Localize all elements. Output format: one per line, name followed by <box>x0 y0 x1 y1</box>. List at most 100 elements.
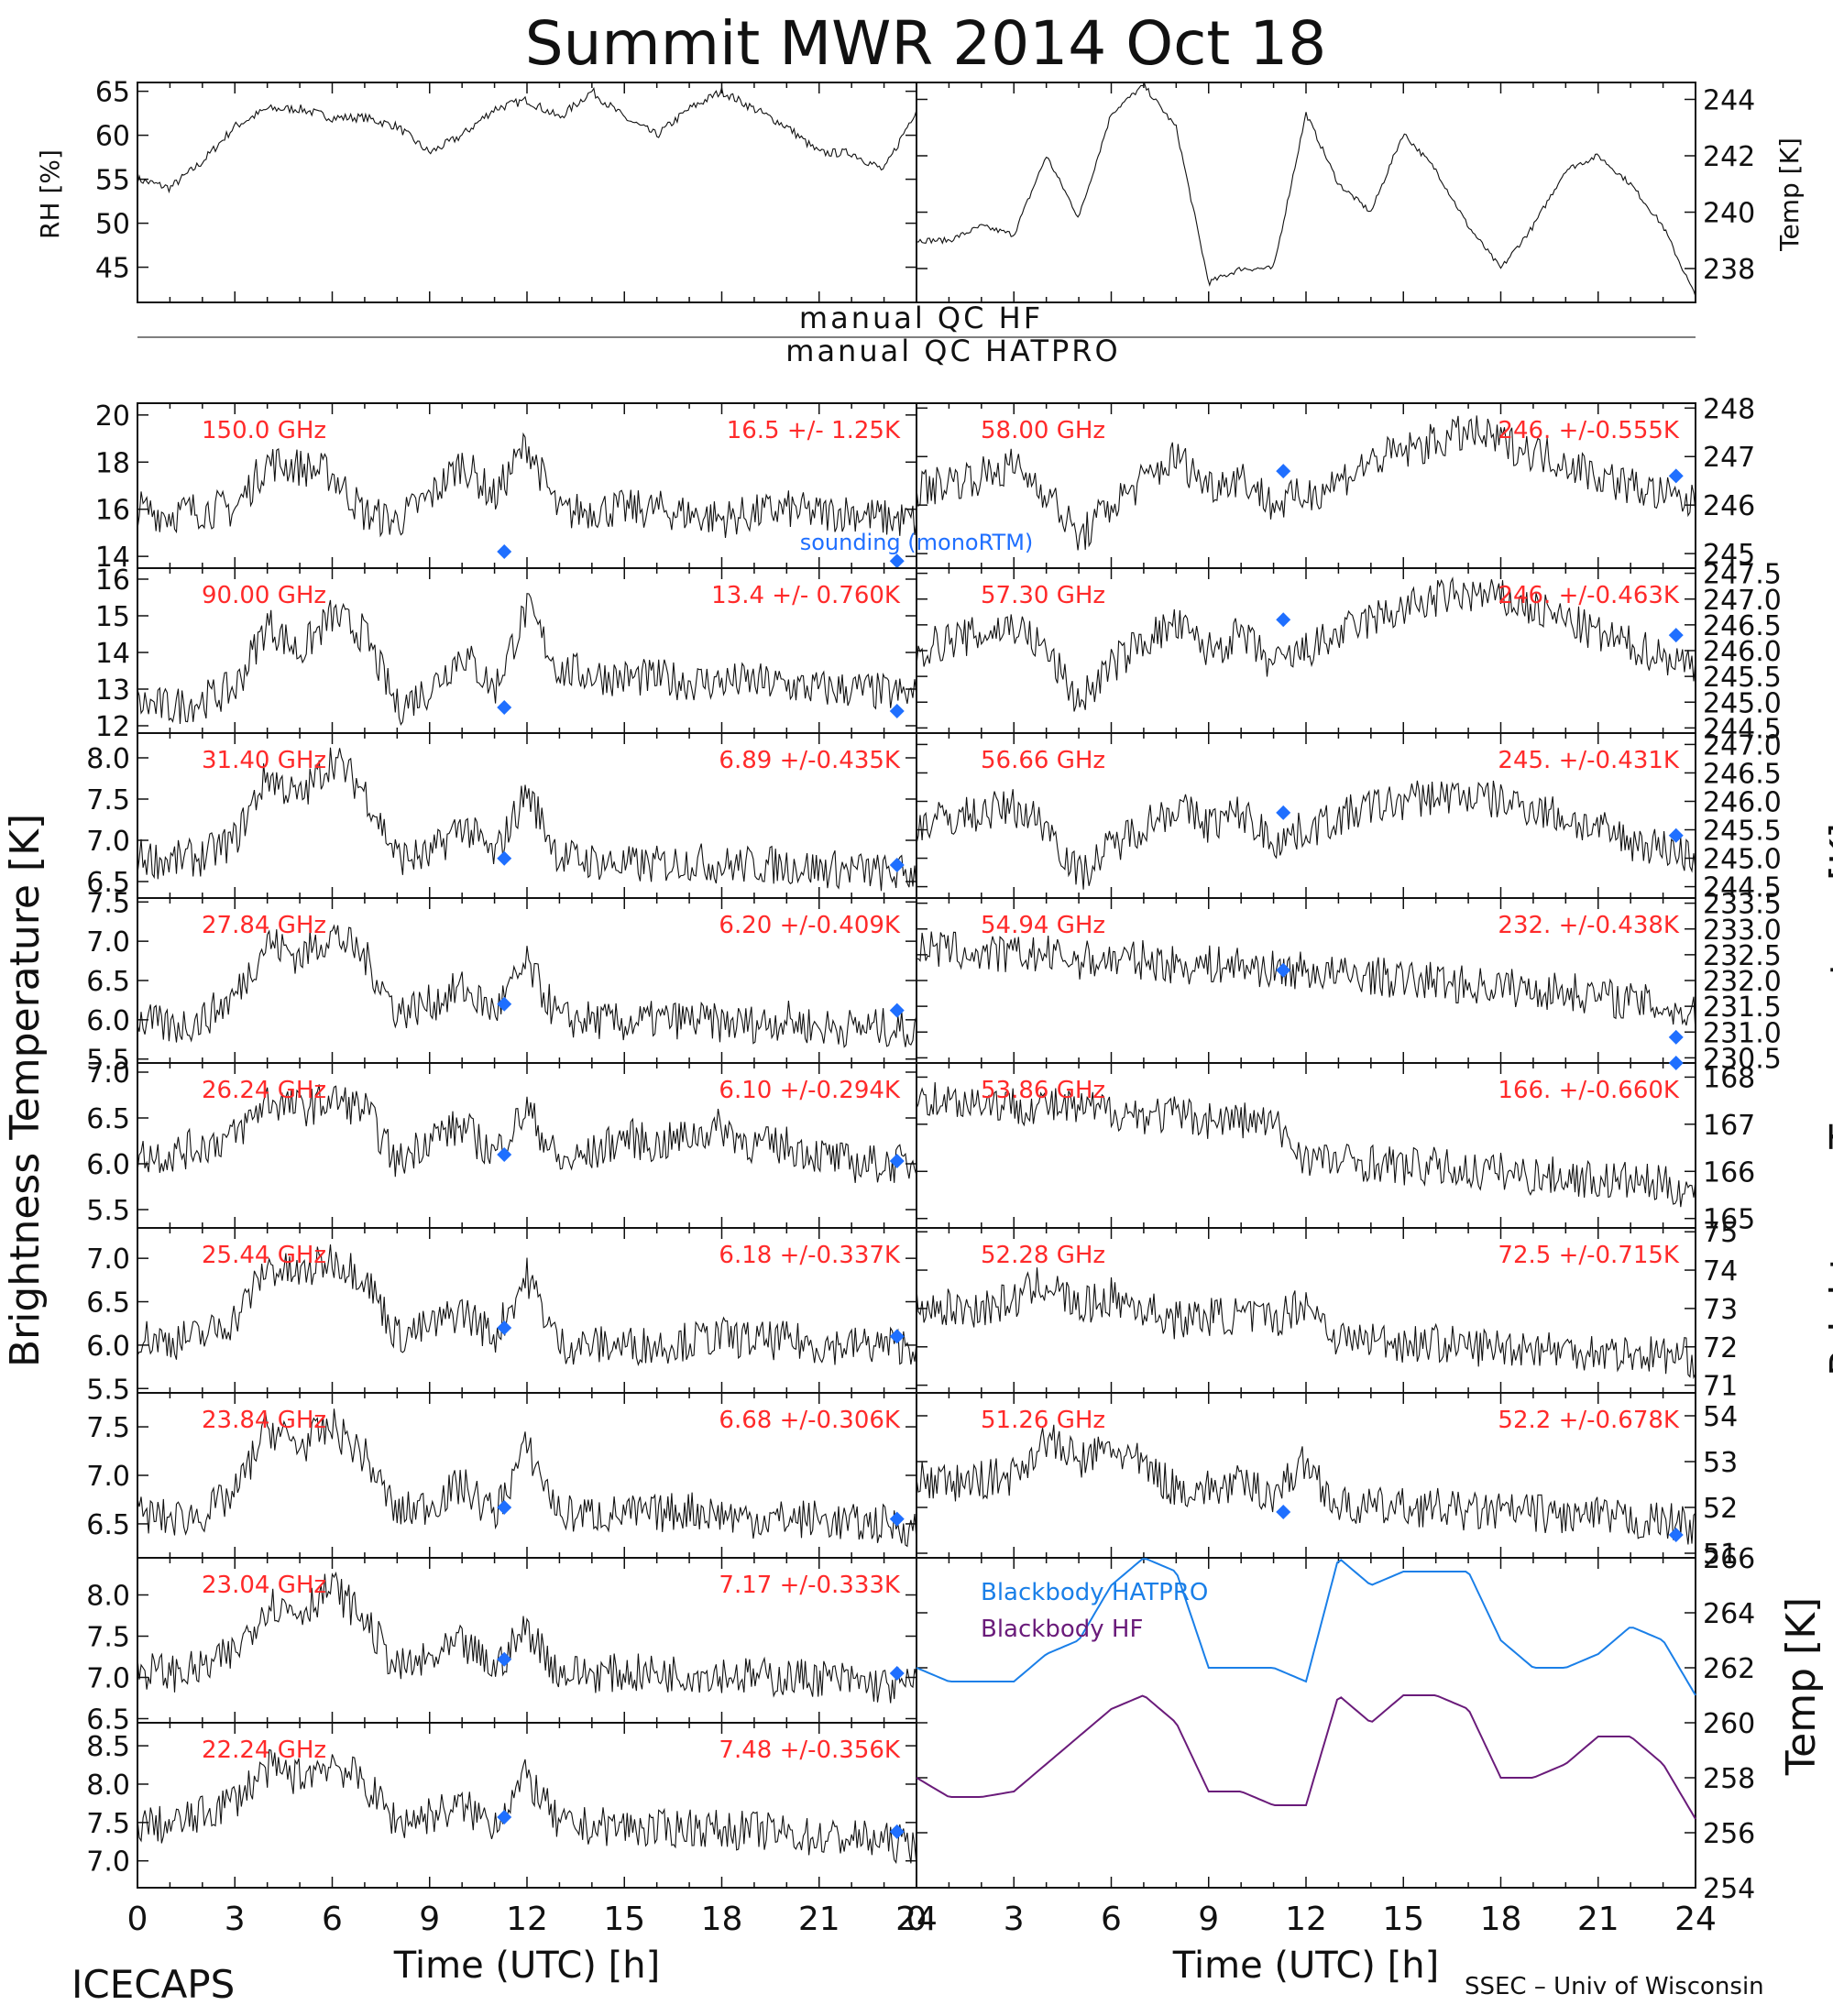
series-line-hatpro <box>916 1558 1696 1696</box>
x-tick-label: 0 <box>906 1901 927 1938</box>
y-tick-label: 233.5 <box>1703 889 1782 921</box>
y-tick-label: 248 <box>1703 393 1755 425</box>
sounding-marker <box>1276 962 1291 978</box>
data-trace <box>137 1571 917 1704</box>
y-tick-label: 165 <box>1703 1204 1755 1236</box>
sounding-marker <box>1668 1056 1684 1070</box>
sounding-marker <box>497 996 512 1012</box>
y-tick-label: 167 <box>1703 1110 1755 1142</box>
y-tick-label: 7.0 <box>86 926 130 959</box>
sounding-marker <box>889 704 905 718</box>
channel-label: 90.00 GHz <box>202 582 326 609</box>
y-tick-label: 231.5 <box>1703 992 1782 1024</box>
panel-90-0: 12 13 14 15 16 90.00 GHz 13.4 +/- 0.760K <box>95 564 917 743</box>
y-tick-label: 16 <box>95 564 130 597</box>
y-tick-label: 233.0 <box>1703 915 1782 947</box>
y-tick-label: 246.0 <box>1703 636 1782 668</box>
y-tick-label: 246.0 <box>1703 786 1782 818</box>
y-tick-label: 55 <box>95 165 130 197</box>
channel-label: 27.84 GHz <box>202 912 326 939</box>
channel-stats: 246. +/-0.463K <box>1498 582 1680 609</box>
channel-label: 22.24 GHz <box>202 1737 326 1764</box>
data-trace <box>916 576 1696 712</box>
y-tick-label: 6.5 <box>86 966 130 998</box>
channel-stats: 16.5 +/- 1.25K <box>727 417 901 444</box>
y-tick-label: 45 <box>95 253 130 285</box>
series-line-hf <box>916 1694 1696 1820</box>
sounding-marker <box>1276 464 1291 479</box>
y-tick-label: 8.0 <box>86 1769 130 1802</box>
channel-label: 150.0 GHz <box>202 417 326 444</box>
y-tick-label: 7.5 <box>86 1808 130 1840</box>
y-tick-label: 262 <box>1703 1653 1755 1685</box>
sounding-marker <box>1668 1528 1684 1542</box>
channel-stats: 166. +/-0.660K <box>1498 1077 1680 1104</box>
panel-31-4: 6.5 7.0 7.5 8.0 31.40 GHz 6.89 +/-0.435K <box>86 732 917 899</box>
x-tick-label: 21 <box>1577 1901 1619 1938</box>
blackbody-axis-label: Temp [K] <box>1778 1597 1825 1776</box>
panel-26-24: 5.5 6.0 6.5 7.0 26.24 GHz 6.10 +/-0.294K <box>86 1057 917 1229</box>
footer-left: ICECAPS <box>71 1962 235 2007</box>
sounding-marker <box>497 1651 512 1667</box>
left-axis-label: Brightness Temperature [K] <box>2 814 49 1367</box>
y-tick-label: 244.5 <box>1703 872 1782 904</box>
y-tick-label: 18 <box>95 447 130 479</box>
y-tick-label: 71 <box>1703 1371 1738 1403</box>
panel-temp: 238 240 242 244 <box>916 82 1755 303</box>
channel-stats: 6.89 +/-0.435K <box>719 747 901 774</box>
data-trace <box>137 1748 917 1866</box>
data-trace <box>916 415 1696 551</box>
y-tick-label: 246.5 <box>1703 610 1782 642</box>
panel-27-84: 5.5 6.0 6.5 7.0 7.5 27.84 GHz 6.20 +/-0.409K <box>86 887 917 1077</box>
y-tick-label: 5.5 <box>86 1045 130 1077</box>
sounding-marker <box>889 858 905 872</box>
channel-stats: 7.48 +/-0.356K <box>719 1737 901 1764</box>
channel-stats: 6.10 +/-0.294K <box>719 1077 901 1104</box>
channel-label: 54.94 GHz <box>981 912 1105 939</box>
y-tick-label: 7.0 <box>86 1461 130 1493</box>
y-tick-label: 258 <box>1703 1763 1755 1795</box>
y-tick-label: 245.0 <box>1703 844 1782 876</box>
y-tick-label: 232.0 <box>1703 966 1782 998</box>
panel-frame <box>137 82 917 303</box>
y-tick-label: 6.5 <box>86 1704 130 1737</box>
sounding-marker <box>1276 612 1291 628</box>
legend-hf: Blackbody HF <box>981 1616 1143 1643</box>
channel-stats: 13.4 +/- 0.760K <box>711 582 901 609</box>
y-tick-label: 53 <box>1703 1447 1738 1479</box>
data-trace <box>916 82 1696 297</box>
y-tick-label: 6.0 <box>86 1005 130 1037</box>
y-tick-label: 244.5 <box>1703 713 1782 745</box>
y-tick-label: 16 <box>95 495 130 527</box>
sounding-marker <box>889 1003 905 1018</box>
data-trace <box>137 1244 917 1367</box>
channel-label: 51.26 GHz <box>981 1407 1105 1434</box>
y-tick-label: 242 <box>1703 141 1755 173</box>
x-tick-label: 9 <box>1198 1901 1219 1938</box>
y-tick-label: 65 <box>95 77 130 109</box>
sounding-marker <box>497 1147 512 1162</box>
channel-label: 25.44 GHz <box>202 1242 326 1269</box>
x-tick-label: 15 <box>1382 1901 1424 1938</box>
data-trace <box>137 1408 917 1548</box>
y-tick-label: 247.0 <box>1703 729 1782 761</box>
data-trace <box>916 1424 1696 1545</box>
x-tick-label: 9 <box>419 1901 440 1938</box>
y-tick-label: 246.5 <box>1703 758 1782 790</box>
sounding-marker <box>889 553 905 569</box>
y-tick-label: 7.0 <box>86 1846 130 1879</box>
sounding-marker <box>497 1320 512 1335</box>
x-axis-label-left: Time (UTC) [h] <box>393 1945 660 1987</box>
right-axis-label: Brightness Temperature [K] <box>1822 823 1833 1376</box>
data-trace <box>916 931 1696 1034</box>
channel-label: 52.28 GHz <box>981 1242 1105 1269</box>
data-trace <box>916 1267 1696 1380</box>
x-tick-label: 24 <box>895 1901 938 1938</box>
x-tick-label: 6 <box>322 1901 343 1938</box>
y-tick-label: 266 <box>1703 1543 1755 1575</box>
y-tick-label: 245 <box>1703 539 1755 571</box>
y-tick-label: 6.0 <box>86 1331 130 1363</box>
y-tick-label: 240 <box>1703 198 1755 230</box>
y-tick-label: 245.5 <box>1703 662 1782 694</box>
